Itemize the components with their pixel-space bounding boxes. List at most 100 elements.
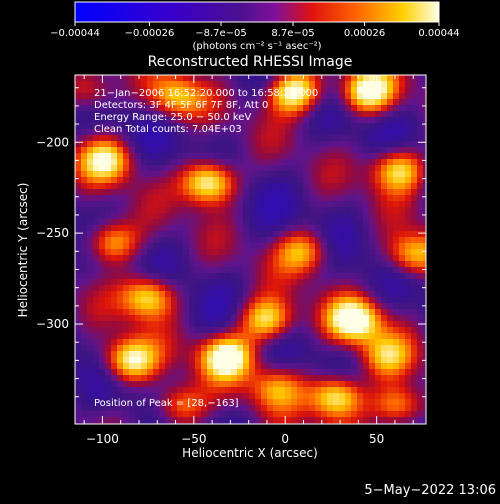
heatmap-cell	[411, 171, 417, 177]
heatmap-cell	[333, 231, 339, 237]
heatmap-cell	[93, 183, 99, 189]
heatmap-cell	[255, 75, 261, 81]
heatmap-cell	[309, 291, 315, 297]
heatmap-cell	[267, 369, 273, 375]
heatmap-cell	[147, 153, 153, 159]
peak-position-label: Position of Peak = [28,−163]	[94, 398, 239, 409]
heatmap-cell	[411, 333, 417, 339]
heatmap-cell	[189, 351, 195, 357]
heatmap-cell	[399, 99, 405, 105]
heatmap-cell	[153, 381, 159, 387]
heatmap-cell	[171, 117, 177, 123]
heatmap-cell	[417, 399, 423, 405]
heatmap-cell	[147, 267, 153, 273]
heatmap-cell	[201, 405, 207, 411]
heatmap-cell	[351, 231, 357, 237]
heatmap-cell	[285, 339, 291, 345]
heatmap-cell	[333, 309, 339, 315]
heatmap-cell	[267, 123, 273, 129]
heatmap-cell	[141, 291, 147, 297]
heatmap-cell	[327, 123, 333, 129]
heatmap-cell	[423, 105, 426, 111]
heatmap-cell	[225, 309, 231, 315]
heatmap-cell	[363, 417, 369, 423]
heatmap-cell	[93, 411, 99, 417]
heatmap-cell	[135, 381, 141, 387]
heatmap-cell	[243, 417, 249, 423]
heatmap-cell	[261, 165, 267, 171]
heatmap-cell	[165, 159, 171, 165]
heatmap-cell	[327, 321, 333, 327]
heatmap-cell	[267, 183, 273, 189]
heatmap-cell	[249, 387, 255, 393]
heatmap-cell	[201, 279, 207, 285]
heatmap-cell	[141, 99, 147, 105]
heatmap-cell	[357, 381, 363, 387]
heatmap-cell	[381, 375, 387, 381]
heatmap-cell	[147, 405, 153, 411]
heatmap-cell	[393, 117, 399, 123]
heatmap-cell	[135, 297, 141, 303]
heatmap-cell	[165, 417, 171, 423]
heatmap-cell	[423, 87, 426, 93]
heatmap-cell	[183, 147, 189, 153]
heatmap-cell	[165, 249, 171, 255]
heatmap-cell	[201, 339, 207, 345]
heatmap-cell	[279, 207, 285, 213]
heatmap-cell	[87, 321, 93, 327]
heatmap-cell	[195, 375, 201, 381]
heatmap-cell	[117, 375, 123, 381]
heatmap-cell	[399, 75, 405, 81]
heatmap-cell	[249, 399, 255, 405]
heatmap-cell	[363, 147, 369, 153]
heatmap-cell	[297, 177, 303, 183]
heatmap-cell	[309, 207, 315, 213]
heatmap-cell	[231, 213, 237, 219]
heatmap-cell	[417, 105, 423, 111]
heatmap-cell	[255, 195, 261, 201]
heatmap-cell	[93, 117, 99, 123]
heatmap-cell	[225, 369, 231, 375]
heatmap-cell	[285, 147, 291, 153]
heatmap-cell	[357, 375, 363, 381]
heatmap-cell	[225, 333, 231, 339]
heatmap-cell	[141, 273, 147, 279]
heatmap-cell	[315, 327, 321, 333]
heatmap-cell	[387, 369, 393, 375]
heatmap-cell	[327, 327, 333, 333]
heatmap-cell	[129, 297, 135, 303]
heatmap-cell	[279, 93, 285, 99]
heatmap-cell	[309, 309, 315, 315]
heatmap-cell	[219, 375, 225, 381]
heatmap-cell	[423, 309, 426, 315]
heatmap-cell	[423, 279, 426, 285]
heatmap-cell	[387, 111, 393, 117]
heatmap-cell	[123, 219, 129, 225]
heatmap-cell	[375, 111, 381, 117]
heatmap-cell	[213, 111, 219, 117]
heatmap-cell	[261, 309, 267, 315]
heatmap-cell	[405, 117, 411, 123]
heatmap-cell	[279, 225, 285, 231]
heatmap-cell	[333, 297, 339, 303]
heatmap-cell	[363, 393, 369, 399]
heatmap-cell	[237, 405, 243, 411]
heatmap-cell	[285, 183, 291, 189]
heatmap-cell	[267, 159, 273, 165]
heatmap-cell	[87, 411, 93, 417]
heatmap-cell	[261, 123, 267, 129]
heatmap-cell	[93, 213, 99, 219]
heatmap-cell	[219, 231, 225, 237]
heatmap-cell	[357, 105, 363, 111]
heatmap-cell	[87, 387, 93, 393]
heatmap-cell	[363, 243, 369, 249]
heatmap-cell	[339, 357, 345, 363]
heatmap-cell	[87, 303, 93, 309]
heatmap-cell	[105, 117, 111, 123]
heatmap-cell	[267, 381, 273, 387]
heatmap-cell	[249, 297, 255, 303]
heatmap-cell	[87, 261, 93, 267]
heatmap-cell	[279, 327, 285, 333]
heatmap-cell	[339, 339, 345, 345]
heatmap-cell	[129, 165, 135, 171]
